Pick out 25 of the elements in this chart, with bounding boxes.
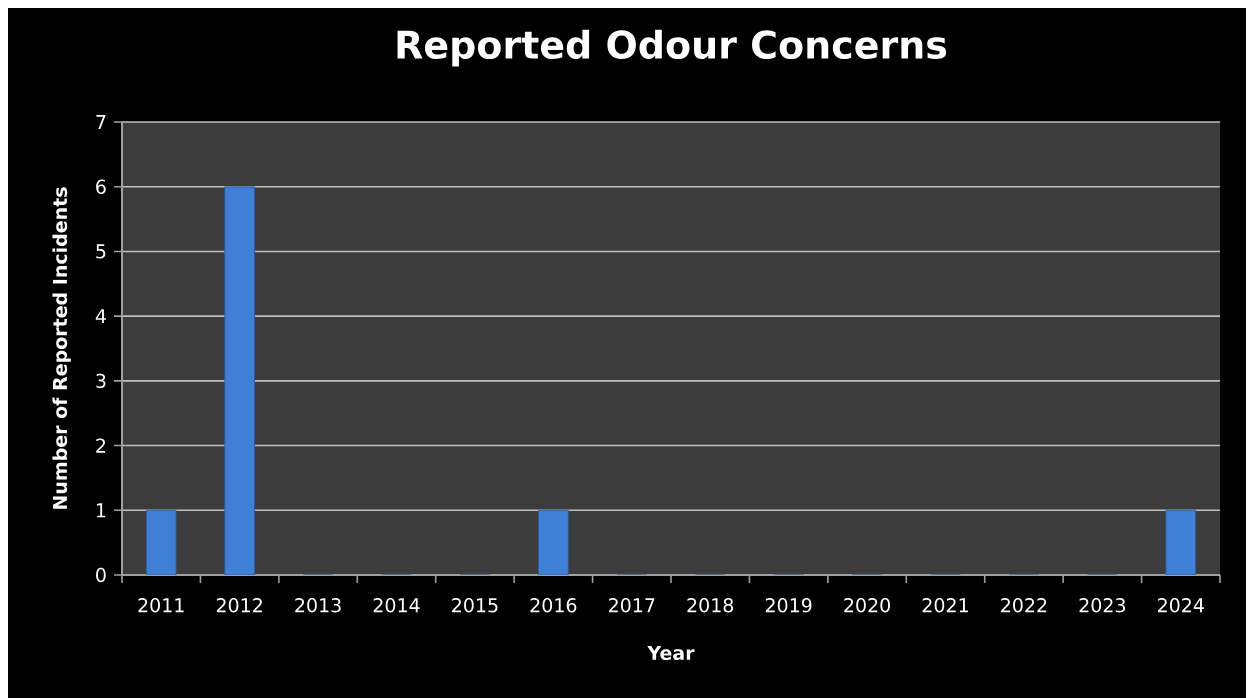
x-tick-label: 2019 xyxy=(765,598,812,613)
x-axis-title: Year xyxy=(647,645,695,661)
x-tick-label: 2013 xyxy=(295,598,341,613)
y-tick-label: 0 xyxy=(96,567,106,583)
chart-title: Reported Odour Concerns xyxy=(397,29,947,67)
y-tick-label: 3 xyxy=(96,373,106,389)
y-axis-title: Number of Reported Incidents xyxy=(52,187,71,509)
x-tick-label: 2014 xyxy=(373,598,420,613)
x-tick-label: 2023 xyxy=(1079,598,1125,613)
y-tick-label: 4 xyxy=(95,309,106,324)
x-tick-label: 2024 xyxy=(1157,598,1204,613)
y-tick-label: 2 xyxy=(96,438,106,453)
y-tick-label: 5 xyxy=(96,244,106,259)
x-tick-label: 2015 xyxy=(452,598,498,613)
x-tick-label: 2020 xyxy=(844,598,890,613)
y-tick-label: 1 xyxy=(96,503,106,518)
x-tick-label: 2012 xyxy=(216,598,262,613)
x-tick-label: 2021 xyxy=(922,598,968,613)
y-tick-label: 7 xyxy=(96,115,106,129)
x-tick-label: 2016 xyxy=(530,598,577,613)
x-tick-label: 2011 xyxy=(138,598,184,613)
x-tick-label: 2017 xyxy=(608,598,655,613)
x-tick-label: 2018 xyxy=(687,598,734,613)
y-tick-label: 6 xyxy=(96,179,106,194)
x-tick-label: 2022 xyxy=(1001,598,1047,613)
